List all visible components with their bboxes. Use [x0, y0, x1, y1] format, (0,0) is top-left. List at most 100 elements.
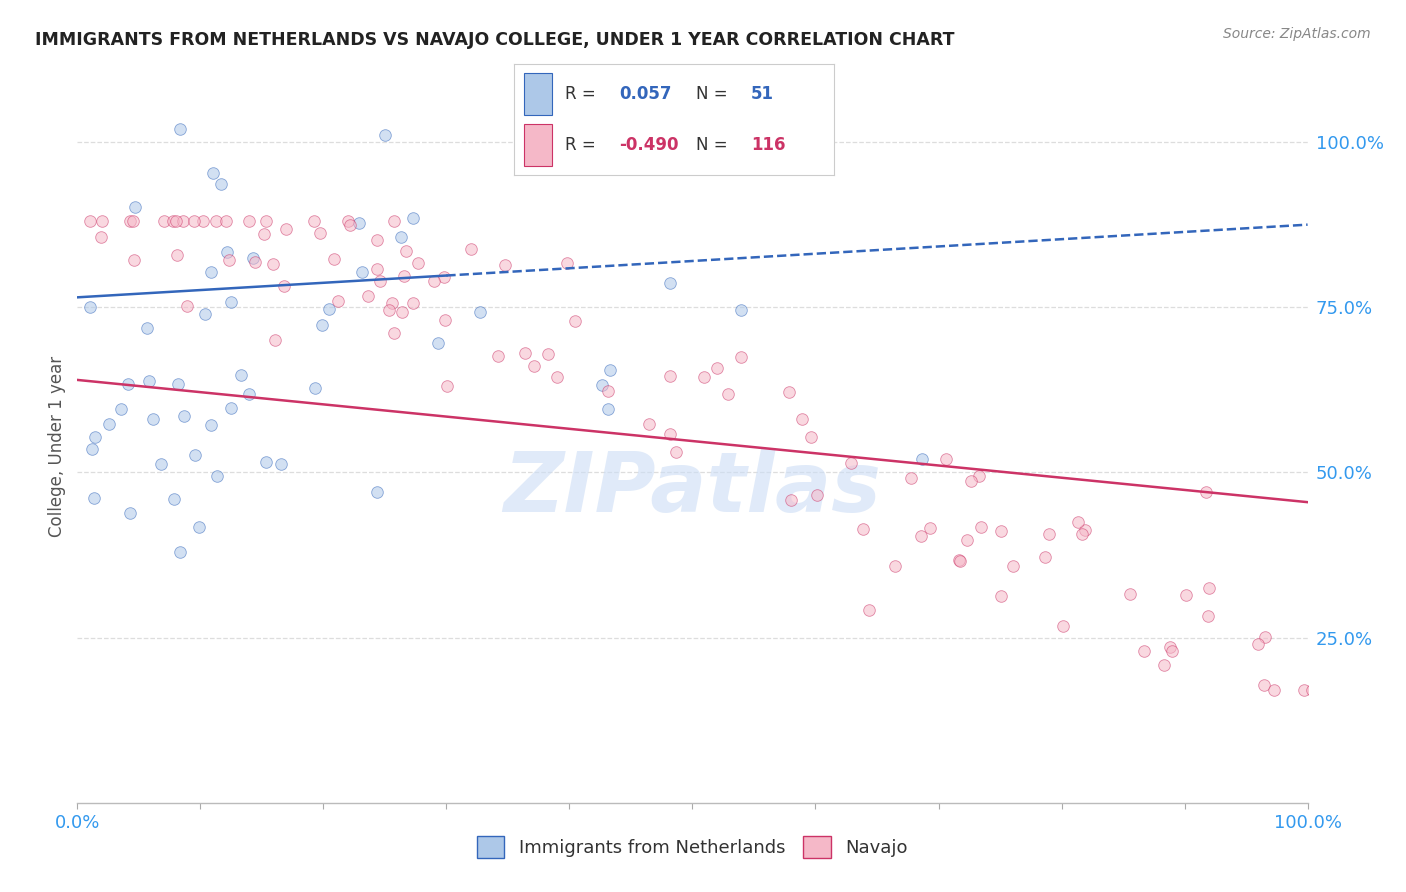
Point	[1315, 638, 1337, 652]
Point	[1052, 619, 1074, 633]
Point	[900, 471, 922, 485]
Point	[191, 214, 214, 228]
Point	[1315, 611, 1337, 625]
Point	[366, 262, 388, 277]
Point	[1153, 657, 1175, 672]
Point	[366, 484, 388, 499]
Point	[328, 294, 350, 309]
Point	[176, 299, 198, 313]
Point	[215, 244, 238, 259]
Point	[366, 233, 388, 247]
Point	[1073, 523, 1095, 537]
Point	[433, 313, 456, 327]
Point	[1247, 637, 1270, 651]
Point	[918, 521, 941, 535]
Point	[852, 522, 875, 536]
Point	[730, 350, 752, 364]
Point	[1175, 588, 1198, 602]
Text: IMMIGRANTS FROM NETHERLANDS VS NAVAJO COLLEGE, UNDER 1 YEAR CORRELATION CHART: IMMIGRANTS FROM NETHERLANDS VS NAVAJO CO…	[35, 31, 955, 49]
Point	[1002, 558, 1025, 573]
Point	[309, 227, 332, 241]
Point	[274, 221, 297, 235]
Point	[1033, 549, 1056, 564]
Point	[1253, 678, 1275, 692]
Point	[169, 121, 191, 136]
Point	[357, 288, 380, 302]
Text: ZIPatlas: ZIPatlas	[503, 449, 882, 529]
Point	[1254, 630, 1277, 644]
Point	[1316, 683, 1339, 698]
Point	[970, 519, 993, 533]
Point	[209, 177, 232, 191]
Point	[382, 326, 405, 340]
Point	[135, 321, 157, 335]
Point	[254, 455, 277, 469]
Point	[1159, 640, 1181, 654]
Point	[273, 279, 295, 293]
Point	[426, 336, 449, 351]
Point	[218, 253, 240, 268]
Point	[599, 362, 621, 376]
Point	[242, 251, 264, 265]
Point	[1067, 515, 1090, 529]
Point	[1292, 683, 1315, 698]
Point	[800, 430, 823, 444]
Point	[124, 252, 146, 267]
Point	[231, 368, 253, 383]
Point	[884, 559, 907, 574]
Point	[706, 361, 728, 376]
Point	[436, 379, 458, 393]
Point	[172, 214, 194, 228]
Point	[219, 294, 242, 309]
Y-axis label: College, Under 1 year: College, Under 1 year	[48, 355, 66, 537]
Point	[350, 265, 373, 279]
Point	[470, 305, 492, 319]
Point	[162, 214, 184, 228]
Point	[120, 214, 142, 228]
Point	[79, 214, 101, 228]
Point	[990, 524, 1012, 538]
Point	[166, 248, 188, 262]
Point	[82, 442, 104, 456]
Point	[948, 553, 970, 567]
Point	[665, 445, 688, 459]
Point	[1160, 644, 1182, 658]
Point	[960, 474, 983, 488]
Point	[347, 216, 370, 230]
Point	[537, 347, 560, 361]
Point	[183, 214, 205, 228]
Point	[1263, 683, 1285, 698]
Point	[200, 418, 222, 433]
Point	[238, 387, 260, 401]
Point	[494, 258, 516, 272]
Point	[254, 214, 277, 228]
Point	[990, 589, 1012, 603]
Point	[243, 255, 266, 269]
Point	[311, 318, 333, 332]
Point	[395, 244, 418, 258]
Point	[591, 377, 613, 392]
Point	[381, 295, 404, 310]
Point	[659, 277, 682, 291]
Point	[423, 274, 446, 288]
Point	[153, 214, 176, 228]
Point	[401, 211, 423, 226]
Point	[322, 252, 344, 267]
Point	[1118, 587, 1140, 601]
Point	[778, 384, 800, 399]
Point	[187, 520, 209, 534]
Point	[270, 457, 292, 471]
Point	[1310, 683, 1333, 698]
Point	[165, 214, 187, 228]
Point	[486, 349, 509, 363]
Point	[391, 230, 413, 244]
Point	[336, 214, 359, 228]
Point	[205, 468, 228, 483]
Point	[1198, 581, 1220, 595]
Point	[402, 296, 425, 310]
Point	[184, 449, 207, 463]
Point	[200, 264, 222, 278]
Point	[377, 303, 399, 318]
Point	[1339, 672, 1361, 686]
Point	[1133, 644, 1156, 658]
